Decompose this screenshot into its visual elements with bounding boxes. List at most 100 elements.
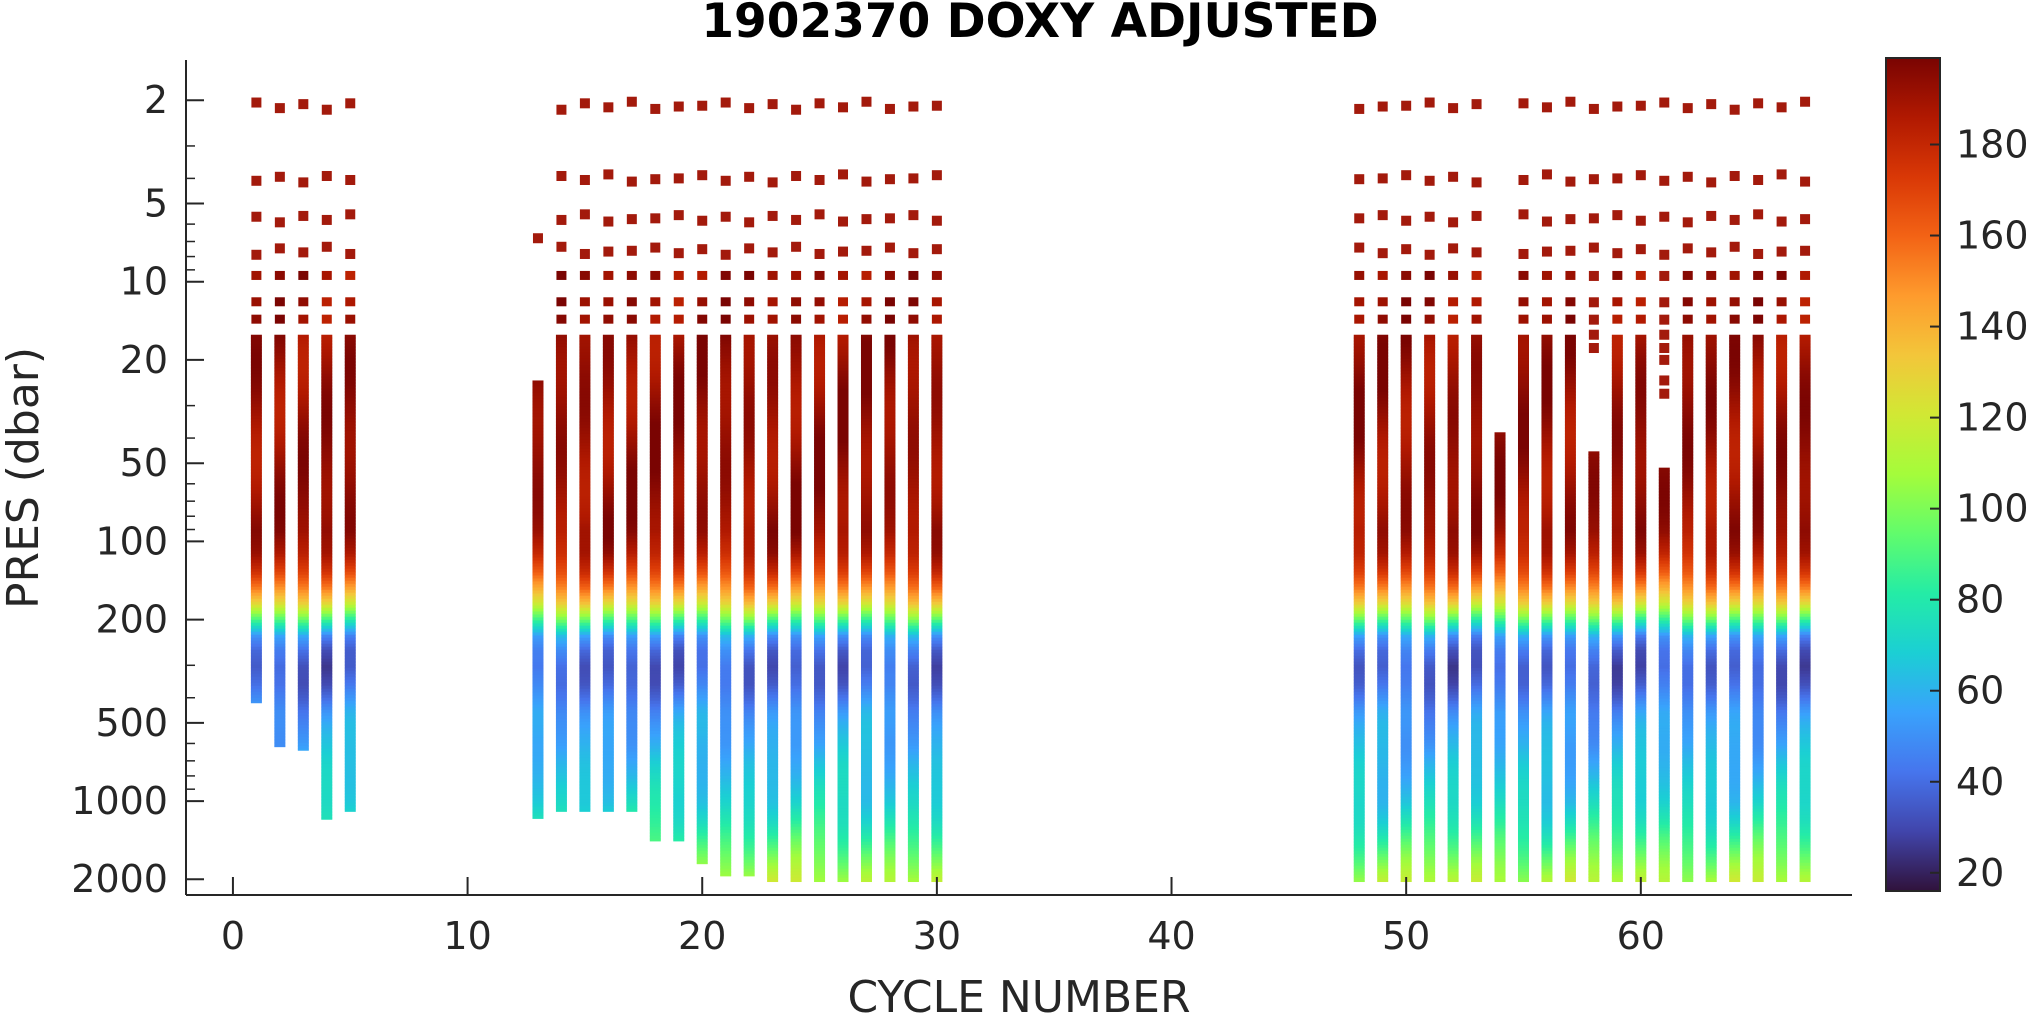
profile-segment xyxy=(1353,490,1365,495)
profile-segment xyxy=(767,421,779,426)
profile-segment xyxy=(907,529,919,534)
profile-segment xyxy=(884,742,896,747)
profile-segment xyxy=(720,760,732,765)
profile-segment xyxy=(931,505,943,510)
profile-segment xyxy=(720,817,732,822)
profile-segment xyxy=(649,532,661,537)
profile-segment xyxy=(1353,379,1365,384)
profile-segment xyxy=(743,439,755,444)
profile-segment xyxy=(884,826,896,831)
profile-segment xyxy=(250,592,262,597)
profile-segment xyxy=(907,451,919,456)
profile-segment xyxy=(321,490,333,495)
profile-segment xyxy=(649,445,661,450)
profile-segment xyxy=(696,571,708,576)
profile-segment xyxy=(767,439,779,444)
profile-segment xyxy=(743,574,755,579)
profile-segment xyxy=(1424,736,1436,741)
profile-segment xyxy=(907,871,919,876)
profile-segment xyxy=(297,550,309,555)
profile-segment xyxy=(274,394,286,399)
profile-segment xyxy=(1400,385,1412,390)
profile-segment xyxy=(321,370,333,375)
profile-segment xyxy=(250,535,262,540)
profile-segment xyxy=(1353,535,1365,540)
profile-segment xyxy=(1353,445,1365,450)
profile-segment xyxy=(907,772,919,777)
profile-segment xyxy=(1447,349,1459,354)
profile-segment xyxy=(602,409,614,414)
profile-segment xyxy=(344,766,356,771)
profile-segment xyxy=(1447,355,1459,360)
profile-segment xyxy=(274,454,286,459)
profile-segment xyxy=(555,433,567,438)
profile-segment xyxy=(649,772,661,777)
profile-segment xyxy=(649,691,661,696)
profile-segment xyxy=(1353,781,1365,786)
profile-segment xyxy=(532,596,544,601)
profile-segment xyxy=(579,619,591,624)
profile-segment xyxy=(860,580,872,585)
profile-segment xyxy=(696,427,708,432)
profile-segment xyxy=(790,493,802,498)
profile-segment xyxy=(1353,817,1365,822)
profile-segment xyxy=(814,403,826,408)
profile-segment xyxy=(1424,610,1436,615)
profile-segment xyxy=(743,517,755,522)
profile-segment xyxy=(767,742,779,747)
profile-segment xyxy=(790,409,802,414)
profile-segment xyxy=(907,835,919,840)
profile-segment xyxy=(860,442,872,447)
profile-segment xyxy=(344,631,356,636)
profile-segment xyxy=(931,856,943,861)
profile-segment xyxy=(321,535,333,540)
profile-segment xyxy=(1424,481,1436,486)
profile-segment xyxy=(673,397,685,402)
profile-segment xyxy=(532,629,544,634)
profile-segment xyxy=(696,379,708,384)
profile-segment xyxy=(790,598,802,603)
profile-segment xyxy=(1353,721,1365,726)
profile-segment xyxy=(1447,754,1459,759)
profile-segment xyxy=(1353,664,1365,669)
profile-segment xyxy=(1424,430,1436,435)
profile-segment xyxy=(344,640,356,645)
profile-segment xyxy=(743,631,755,636)
profile-segment xyxy=(743,445,755,450)
profile-segment xyxy=(1400,838,1412,843)
profile-segment xyxy=(767,838,779,843)
profile-segment xyxy=(720,652,732,657)
profile-segment xyxy=(555,469,567,474)
profile-segment xyxy=(767,352,779,357)
profile-segment xyxy=(790,766,802,771)
profile-segment xyxy=(790,421,802,426)
profile-segment xyxy=(720,493,732,498)
profile-segment xyxy=(602,676,614,681)
profile-segment xyxy=(1400,640,1412,645)
profile-segment xyxy=(1424,721,1436,726)
profile-segment xyxy=(673,634,685,639)
profile-segment xyxy=(790,577,802,582)
profile-segment xyxy=(649,469,661,474)
profile-segment xyxy=(321,667,333,672)
profile-segment xyxy=(321,418,333,423)
profile-segment xyxy=(250,388,262,393)
profile-segment xyxy=(297,442,309,447)
profile-segment xyxy=(321,583,333,588)
profile-segment xyxy=(1377,418,1389,423)
profile-segment xyxy=(1377,430,1389,435)
profile-segment xyxy=(321,766,333,771)
profile-segment xyxy=(837,451,849,456)
profile-segment xyxy=(297,589,309,594)
profile-segment xyxy=(555,682,567,687)
profile-segment xyxy=(626,697,638,702)
profile-segment xyxy=(250,595,262,600)
profile-segment xyxy=(696,550,708,555)
profile-segment xyxy=(1377,547,1389,552)
profile-segment xyxy=(790,349,802,354)
profile-segment xyxy=(860,880,872,883)
profile-segment xyxy=(1400,646,1412,651)
profile-segment xyxy=(344,727,356,732)
profile-segment xyxy=(907,505,919,510)
profile-segment xyxy=(532,719,544,724)
